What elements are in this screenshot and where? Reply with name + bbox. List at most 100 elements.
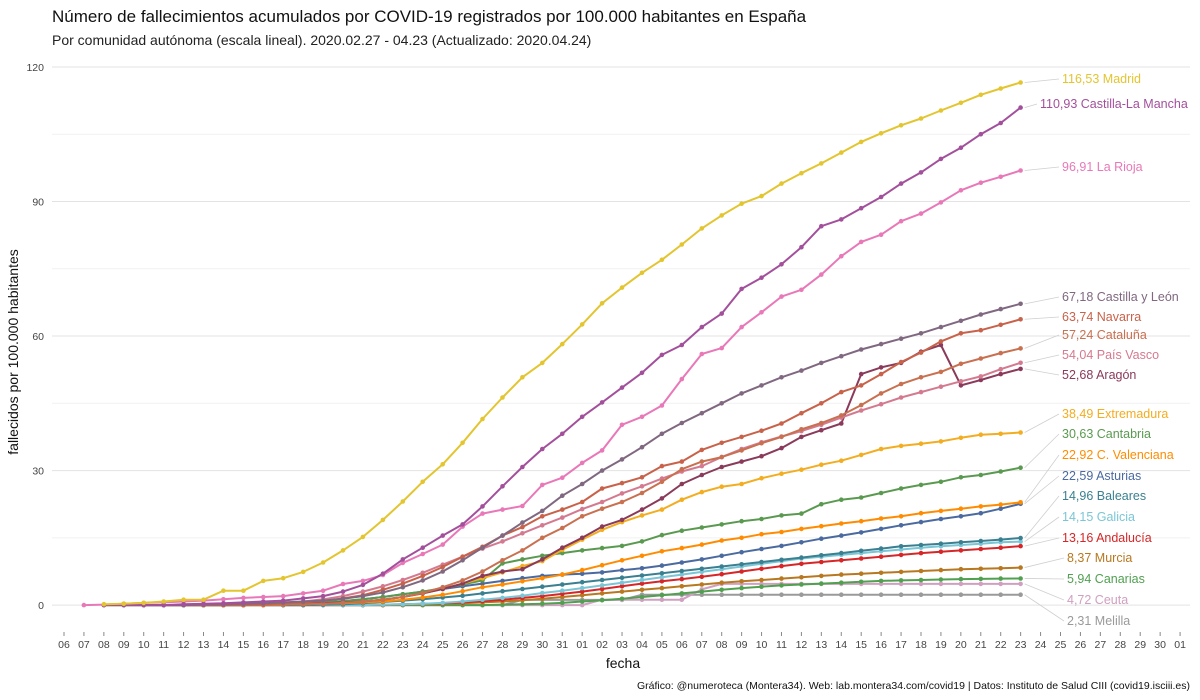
- x-tick-label: 13: [815, 639, 827, 651]
- data-point: [1018, 576, 1023, 581]
- data-point: [878, 391, 884, 396]
- data-point: [739, 518, 744, 524]
- data-point: [978, 566, 984, 572]
- data-point: [560, 582, 565, 587]
- data-point: [898, 523, 904, 528]
- data-point: [639, 594, 645, 600]
- data-point: [320, 560, 326, 565]
- data-point: [719, 484, 724, 490]
- data-point: [779, 583, 784, 588]
- data-point: [520, 548, 525, 553]
- x-tick-label: 22: [377, 639, 389, 651]
- data-point: [998, 581, 1003, 587]
- x-tick-label: 27: [477, 639, 489, 651]
- end-label-navarra: 63,74 Navarra: [1062, 310, 1141, 324]
- data-point: [639, 566, 645, 571]
- data-point: [858, 139, 864, 145]
- data-point: [839, 558, 844, 563]
- data-point: [560, 341, 565, 347]
- data-point: [998, 306, 1003, 312]
- end-label-murcia: 8,37 Murcia: [1067, 551, 1132, 565]
- y-tick-label: 30: [32, 466, 44, 478]
- data-point: [619, 517, 625, 523]
- data-point: [938, 549, 944, 554]
- data-point: [520, 601, 525, 607]
- x-tick-label: 01: [576, 639, 588, 651]
- data-point: [938, 592, 944, 597]
- data-point: [500, 582, 505, 587]
- data-point: [858, 205, 864, 211]
- data-point: [1018, 535, 1023, 541]
- data-point: [699, 226, 705, 231]
- x-tick-label: 12: [796, 639, 808, 651]
- data-point: [819, 272, 824, 277]
- series-line: [103, 361, 1021, 607]
- x-axis-ticks: 06 07 08 09 10 11 12 13 14 15 16 17 18 19 20 21 22 23 24 25…: [58, 632, 1186, 651]
- data-point: [858, 556, 864, 561]
- data-point: [799, 592, 804, 597]
- data-point: [579, 585, 585, 591]
- data-point: [460, 522, 465, 527]
- data-point: [619, 385, 625, 390]
- data-point: [858, 495, 864, 500]
- data-point: [121, 601, 127, 606]
- data-point: [300, 591, 306, 596]
- data-point: [520, 524, 525, 530]
- data-point: [201, 601, 206, 606]
- data-point: [858, 383, 864, 388]
- data-point: [938, 339, 944, 344]
- data-point: [560, 431, 565, 437]
- data-point: [839, 458, 844, 464]
- x-tick-label: 25: [1055, 639, 1067, 651]
- data-point: [540, 523, 545, 528]
- data-point: [1018, 539, 1023, 544]
- data-point: [579, 548, 585, 553]
- data-point: [819, 401, 824, 406]
- x-tick-label: 07: [78, 639, 90, 651]
- data-point: [779, 421, 784, 426]
- x-tick-label: 04: [636, 639, 648, 651]
- data-point: [719, 454, 724, 460]
- series-canarias: [360, 576, 1023, 608]
- data-point: [799, 427, 804, 432]
- data-point: [898, 581, 904, 587]
- data-point: [639, 270, 645, 276]
- data-point: [460, 558, 465, 563]
- data-point: [699, 410, 705, 416]
- x-tick-label: 16: [257, 639, 269, 651]
- data-point: [659, 549, 665, 554]
- data-point: [480, 416, 485, 422]
- data-point: [599, 527, 605, 533]
- end-labels: 116,53 Madrid 110,93 Castilla-La Mancha 96…: [1024, 72, 1188, 628]
- x-tick-label: 23: [397, 639, 409, 651]
- data-point: [320, 593, 326, 599]
- data-point: [440, 569, 446, 574]
- data-point: [958, 576, 964, 582]
- x-tick-label: 29: [517, 639, 529, 651]
- data-point: [958, 592, 964, 597]
- x-tick-label: 20: [955, 639, 967, 651]
- x-tick-label: 05: [656, 639, 668, 651]
- data-point: [679, 560, 685, 565]
- data-point: [181, 597, 186, 602]
- data-point: [460, 588, 465, 594]
- data-point: [779, 375, 784, 380]
- data-point: [540, 590, 545, 596]
- data-point: [799, 540, 804, 545]
- data-point: [500, 578, 505, 584]
- data-point: [639, 414, 645, 420]
- data-point: [878, 592, 884, 597]
- data-point: [579, 506, 585, 512]
- data-point: [938, 369, 944, 375]
- data-point: [1018, 168, 1023, 173]
- data-point: [759, 310, 764, 315]
- data-point: [560, 591, 565, 597]
- x-tick-label: 30: [536, 639, 548, 651]
- data-point: [978, 327, 984, 333]
- data-point: [918, 170, 924, 175]
- label-connector: [1024, 334, 1060, 349]
- data-point: [400, 557, 406, 562]
- data-point: [878, 578, 884, 584]
- data-point: [779, 445, 784, 451]
- data-point: [659, 585, 665, 591]
